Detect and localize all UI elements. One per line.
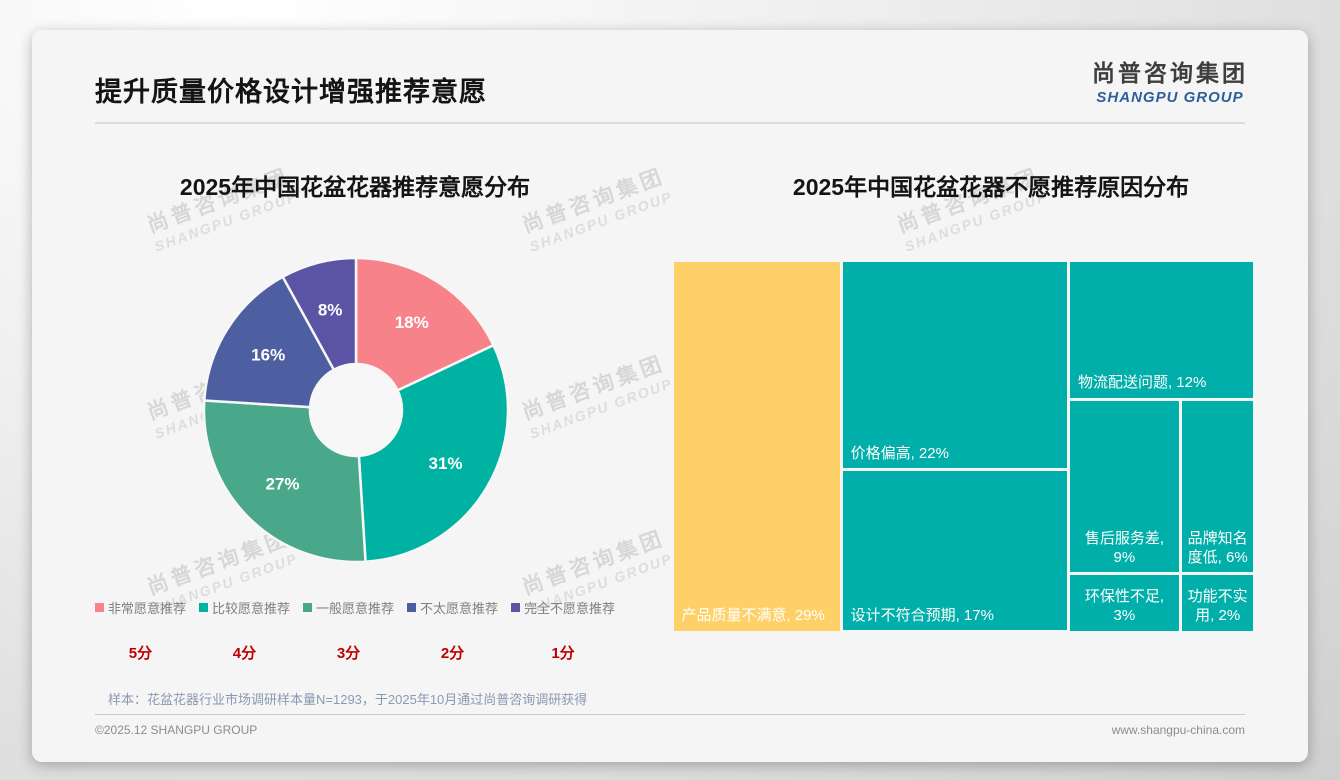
footer-website: www.shangpu-china.com [1111,723,1245,737]
donut-svg: 18% 31% 27% 16% 8% [202,256,510,564]
title-divider [95,122,1245,124]
legend-marker-icon [302,603,312,612]
legend-marker-icon [511,603,521,612]
treemap-cell-label: 物流配送问题, 12% [1077,374,1207,392]
donut-legend: 非常愿意推荐 5分 比较愿意推荐 4分 一般愿意推荐 3分 不太愿意推荐 2分 完全不愿意推荐 1… [72,598,638,663]
treemap-cell-功能不实用: 功能不实用, 2% [1181,575,1254,631]
footer-copyright: ©2025.12 SHANGPU GROUP [95,723,258,737]
treemap-cell-环保性不足: 环保性不足, 3% [1069,575,1179,631]
donut-chart: 18% 31% 27% 16% 8% [196,250,516,570]
treemap-cell-label: 功能不实用, 2% [1187,588,1248,624]
treemap-cell-产品质量不满意: 产品质量不满意, 29% [673,261,840,631]
treemap-cell-价格偏高: 价格偏高, 22% [842,261,1067,469]
score-label: 4分 [232,645,257,662]
legend-label: 完全不愿意推荐 [524,601,616,616]
donut-chart-title: 2025年中国花盆花器推荐意愿分布 [179,174,531,200]
legend-label: 非常愿意推荐 [107,601,186,616]
treemap-cell-label: 品牌知名度低, 6% [1187,529,1248,566]
treemap-cell-物流配送问题: 物流配送问题, 12% [1069,261,1254,398]
logo-chinese-name: 尚普咨询集团 [1092,60,1248,86]
legend-item-非常愿意推荐: 非常愿意推荐 [94,598,186,617]
donut-slice-非常愿意推荐 [354,256,495,392]
donut-slice-比较愿意推荐 [357,344,510,563]
donut-value-label: 27% [265,475,299,494]
donut-value-label: 16% [251,345,285,364]
sample-footnote: 样本：花盆花器行业市场调研样本量N=1293，于2025年10月通过尚普咨询调研… [108,692,588,707]
logo-english-name: SHANGPU GROUP [1096,89,1244,106]
legend-marker-icon [407,603,416,612]
treemap-chart-title: 2025年中国花盆花器不愿推荐原因分布 [792,174,1190,200]
legend-column: 一般愿意推荐 3分 [302,598,394,663]
legend-marker-icon [94,603,104,612]
donut-value-label: 8% [318,300,343,319]
legend-label: 不太愿意推荐 [420,601,499,616]
treemap-cell-品牌知名度低: 品牌知名度低, 6% [1181,401,1254,573]
legend-column: 非常愿意推荐 5分 [94,598,186,663]
donut-hole [311,365,401,455]
treemap-cell-label: 售后服务差, 9% [1084,529,1164,566]
legend-column: 完全不愿意推荐 1分 [511,598,615,663]
treemap-cell-label: 价格偏高, 22% [850,444,949,462]
treemap-cell-label: 设计不符合预期, 17% [850,606,994,624]
legend-label: 比较愿意推荐 [211,601,290,616]
footer-divider [95,714,1245,715]
legend-item-一般愿意推荐: 一般愿意推荐 [302,598,394,617]
treemap-chart: 产品质量不满意, 29% 价格偏高, 22% 设计不符合预期, 17% 物流配送问题,… [672,260,1255,632]
legend-item-完全不愿意推荐: 完全不愿意推荐 [511,598,615,617]
legend-label: 一般愿意推荐 [315,601,394,616]
treemap-cell-label: 产品质量不满意, 29% [681,606,825,624]
treemap-cell-售后服务差: 售后服务差, 9% [1069,401,1179,573]
company-logo: 尚普咨询集团 SHANGPU GROUP [1092,54,1248,106]
donut-slice-完全不愿意推荐 [281,256,358,371]
legend-column: 比较愿意推荐 4分 [198,598,290,663]
score-label: 5分 [128,645,153,662]
treemap-cell-设计不符合预期: 设计不符合预期, 17% [842,471,1067,631]
donut-slice-不太愿意推荐 [203,275,336,409]
score-label: 2分 [440,645,465,662]
donut-slice-一般愿意推荐 [202,399,367,564]
donut-value-label: 31% [429,454,463,473]
score-label: 3分 [336,645,361,662]
slide-card: 尚普咨询集团 SHANGPU GROUP 尚普咨询集团 SHANGPU GROUP 尚普… [32,30,1308,762]
legend-item-不太愿意推荐: 不太愿意推荐 [407,598,498,617]
treemap-cell-label: 环保性不足, 3% [1084,588,1164,624]
legend-item-比较愿意推荐: 比较愿意推荐 [198,598,290,617]
legend-marker-icon [198,603,208,612]
donut-value-label: 18% [395,313,429,332]
page-title: 提升质量价格设计增强推荐意愿 [95,77,487,107]
score-label: 1分 [551,645,575,662]
legend-column: 不太愿意推荐 2分 [407,598,498,663]
